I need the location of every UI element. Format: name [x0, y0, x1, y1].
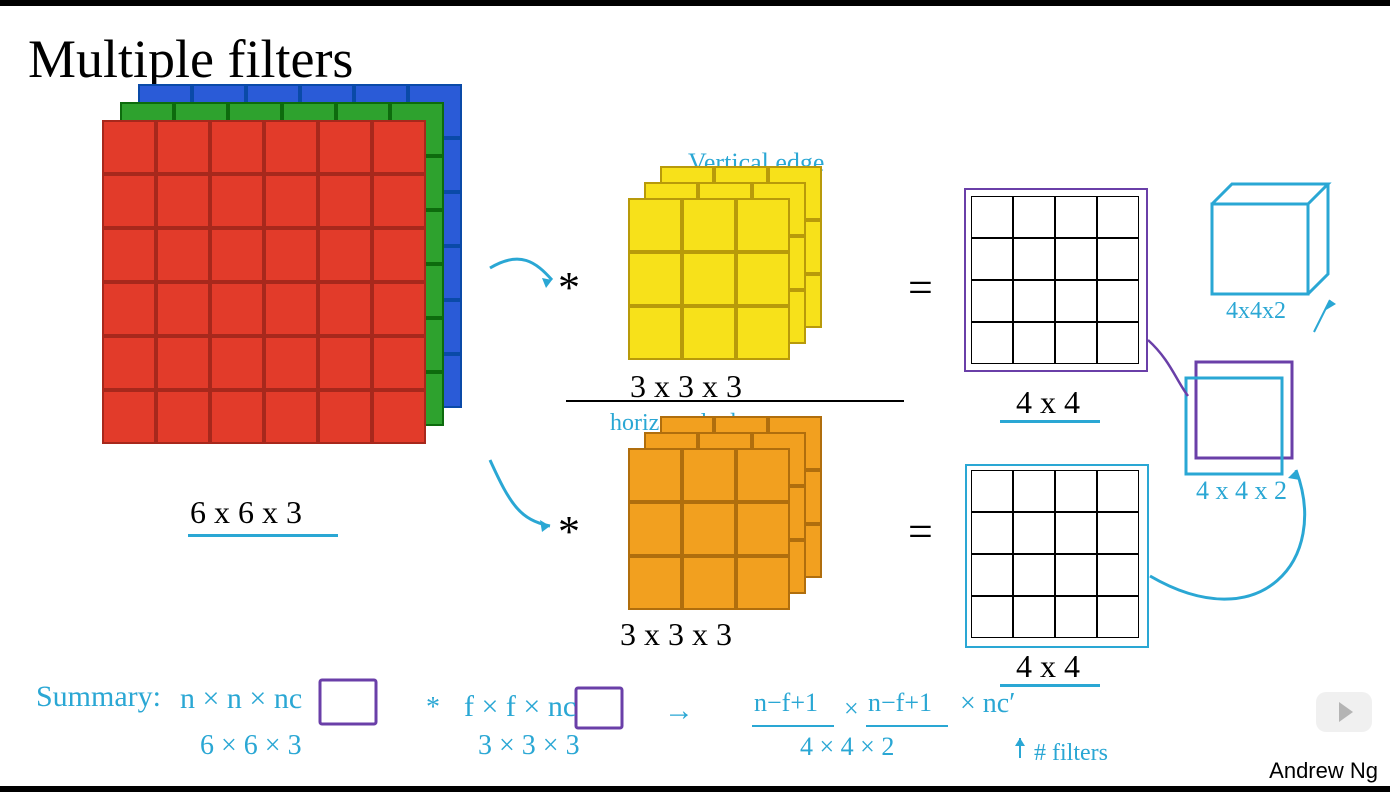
- summary-out-a: n−f+1: [754, 688, 818, 718]
- filter-divider: [566, 400, 904, 402]
- attribution: Andrew Ng: [1269, 758, 1378, 784]
- summary-out-b: n−f+1: [868, 688, 932, 718]
- output1-label: 4 x 4: [1016, 384, 1080, 421]
- conv-op-2: *: [558, 506, 580, 557]
- output1-underline: [1000, 420, 1100, 423]
- equals-1: =: [908, 262, 933, 313]
- equals-2: =: [908, 506, 933, 557]
- filter2-label: 3 x 3 x 3: [620, 616, 732, 653]
- cube-label: 4x4x2: [1226, 298, 1286, 325]
- summary-filter-ex: 3 × 3 × 3: [478, 730, 580, 762]
- summary-out-ex: 4 × 4 × 2: [800, 732, 894, 762]
- summary-input: n × n × nc: [180, 682, 302, 716]
- top-border: [0, 0, 1390, 6]
- summary-filters-tag: # filters: [1034, 740, 1108, 767]
- summary-arrow: →: [664, 694, 694, 728]
- input-underline: [188, 534, 338, 537]
- output2-frame: [965, 464, 1149, 648]
- input-label: 6 x 6 x 3: [190, 494, 302, 531]
- input-volume: [102, 120, 462, 480]
- summary-out-c: × nc′: [960, 688, 1015, 720]
- summary-input-ex: 6 × 6 × 3: [200, 730, 302, 762]
- output2-underline: [1000, 684, 1100, 687]
- output1-frame: [964, 188, 1148, 372]
- conv-op-1: *: [558, 262, 580, 313]
- play-button[interactable]: [1316, 692, 1372, 732]
- bottom-border: [0, 786, 1390, 792]
- page-title: Multiple filters: [28, 28, 353, 90]
- summary-star: *: [426, 692, 440, 724]
- summary-out-times1: ×: [844, 694, 859, 724]
- stacked-label: 4 x 4 x 2: [1196, 476, 1287, 506]
- output2-label: 4 x 4: [1016, 648, 1080, 685]
- summary-lead: Summary:: [36, 680, 161, 714]
- summary-filter: f × f × nc: [464, 690, 576, 724]
- play-icon: [1339, 702, 1353, 722]
